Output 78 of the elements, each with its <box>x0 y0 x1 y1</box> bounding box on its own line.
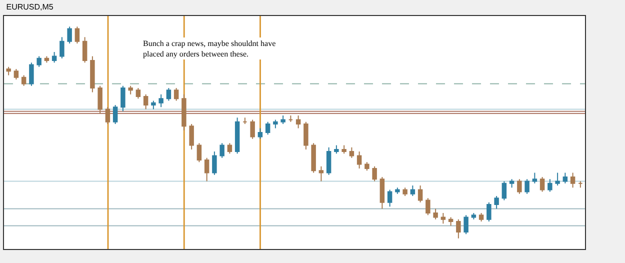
candlestick <box>471 212 476 220</box>
candlestick <box>258 128 263 140</box>
candlestick <box>502 180 507 201</box>
candlestick <box>540 176 545 192</box>
candlestick <box>166 88 172 102</box>
candlestick <box>220 142 224 158</box>
candlestick <box>6 66 11 76</box>
candlestick <box>158 94 164 108</box>
candlestick <box>196 142 202 163</box>
candlestick <box>426 198 430 216</box>
candlestick <box>273 119 278 129</box>
candlestick <box>189 124 194 150</box>
candlestick <box>433 208 438 220</box>
candlestick <box>448 216 454 226</box>
candlestick <box>29 62 34 86</box>
candlestick <box>288 115 294 122</box>
candlestick <box>380 176 385 210</box>
candlestick <box>280 115 286 125</box>
candlestick <box>98 85 102 114</box>
candlestick <box>395 187 400 194</box>
candlestick <box>74 26 80 44</box>
candlestick <box>14 68 19 80</box>
candlestick <box>90 56 95 93</box>
candlestick <box>174 88 179 102</box>
candlestick <box>234 117 240 154</box>
candlestick <box>52 52 57 64</box>
candlestick <box>456 218 461 239</box>
candlestick <box>204 157 210 182</box>
candlestick <box>212 151 217 176</box>
candlestick <box>311 142 316 174</box>
candlestick <box>143 94 148 110</box>
candlestick <box>318 166 324 182</box>
candlestick <box>67 26 72 44</box>
candlestick <box>578 180 583 188</box>
chart-title: EURUSD,M5 <box>6 2 54 12</box>
candlestick <box>36 56 42 68</box>
candlestick <box>418 184 423 203</box>
annotation: Bunch a crap news, maybe shouldnt have placed any orders between these. <box>143 39 276 58</box>
candlestick <box>486 202 492 222</box>
candlestick <box>120 85 126 112</box>
candlestick <box>555 172 560 186</box>
candlestick <box>182 94 186 131</box>
candlestick <box>349 146 354 158</box>
candlestick <box>250 119 255 140</box>
candlestick <box>356 151 362 170</box>
candlestick <box>548 178 552 192</box>
candlestick <box>227 142 232 154</box>
candlestick <box>517 178 522 194</box>
candlestick <box>387 189 392 208</box>
candlestick <box>296 115 301 129</box>
candlestick <box>509 178 514 188</box>
candlestick <box>304 121 308 150</box>
candlestick <box>570 172 576 188</box>
candlestick <box>44 56 50 64</box>
candlestick <box>478 212 484 222</box>
candlestick <box>21 74 26 86</box>
candlestick <box>372 166 377 182</box>
candlestick <box>112 104 118 125</box>
candlestick <box>494 196 499 210</box>
candlestick <box>151 100 156 110</box>
candlestick <box>265 121 270 136</box>
candlestick <box>410 184 416 197</box>
candlestick <box>464 214 468 235</box>
candlestick <box>334 144 339 154</box>
candlestick <box>532 172 538 184</box>
candlestick <box>128 85 133 95</box>
candlestick <box>105 106 110 125</box>
candlestick <box>136 88 141 100</box>
candlestick <box>242 117 248 125</box>
candlestick <box>562 172 568 184</box>
candlestick <box>326 146 332 176</box>
candlestick <box>402 187 408 197</box>
candlestick <box>82 36 88 64</box>
candlestick <box>440 212 446 224</box>
candlestick <box>524 178 530 194</box>
candlestick <box>60 36 64 59</box>
candlestick <box>342 144 346 154</box>
candlestick <box>364 162 370 172</box>
